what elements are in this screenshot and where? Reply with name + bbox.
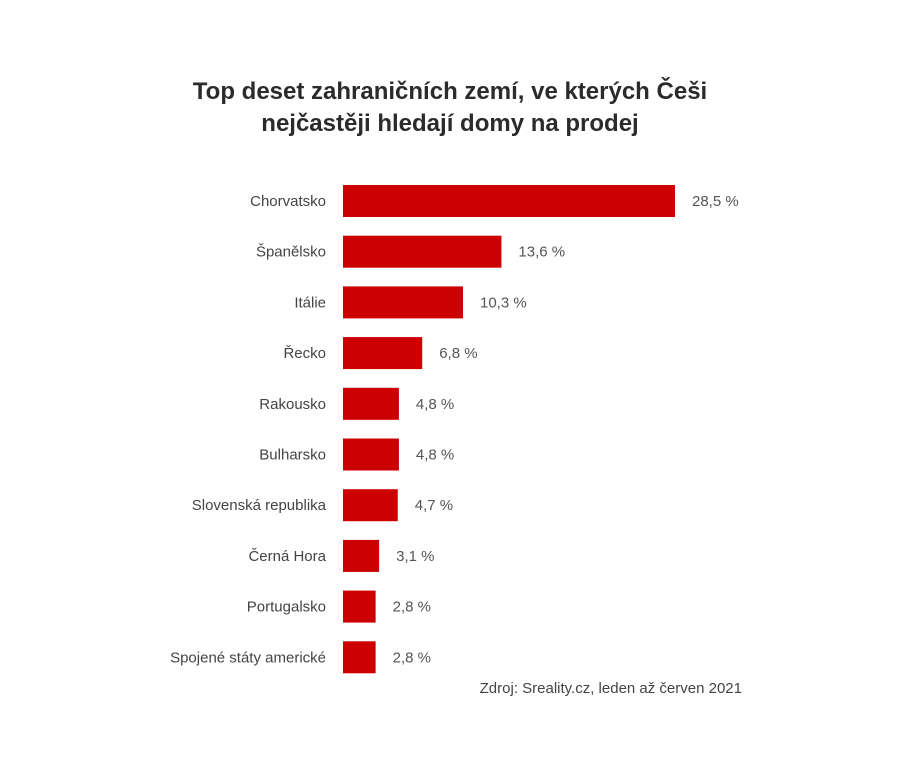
bar [343,185,675,217]
category-label: Slovenská republika [192,497,327,514]
category-label: Řecko [283,345,326,362]
value-label: 3,1 % [396,548,434,565]
source-note: Zdroj: Sreality.cz, leden až červen 2021 [479,680,742,697]
category-label: Černá Hora [248,548,326,565]
bar [343,641,376,674]
category-label: Bulharsko [259,447,326,464]
value-label: 4,8 % [416,396,454,413]
value-label: 4,7 % [415,497,453,514]
bar [343,489,398,522]
value-label: 6,8 % [439,345,477,362]
bar [343,286,463,319]
value-label: 10,3 % [480,294,527,311]
category-label: Spojené státy americké [170,649,326,666]
chart-title: Top deset zahraničních zemí, ve kterých … [0,76,900,140]
bar [343,539,380,572]
value-label: 2,8 % [393,649,431,666]
chart-title-line-1: Top deset zahraničních zemí, ve kterých … [192,78,708,105]
value-label: 2,8 % [393,599,431,616]
value-label: 4,8 % [416,447,454,464]
bar [343,235,502,268]
bar [343,590,376,623]
category-label: Španělsko [256,244,326,261]
category-label: Rakousko [259,396,326,413]
category-label: Chorvatsko [250,193,326,210]
value-label: 28,5 % [692,193,739,210]
bar [343,387,399,420]
category-label: Portugalsko [247,599,326,616]
value-label: 13,6 % [518,244,565,261]
bar [343,337,423,370]
chart-title-line-2: nejčastěji hledají domy na prodej [261,110,639,137]
category-label: Itálie [294,294,326,311]
bar [343,438,399,471]
